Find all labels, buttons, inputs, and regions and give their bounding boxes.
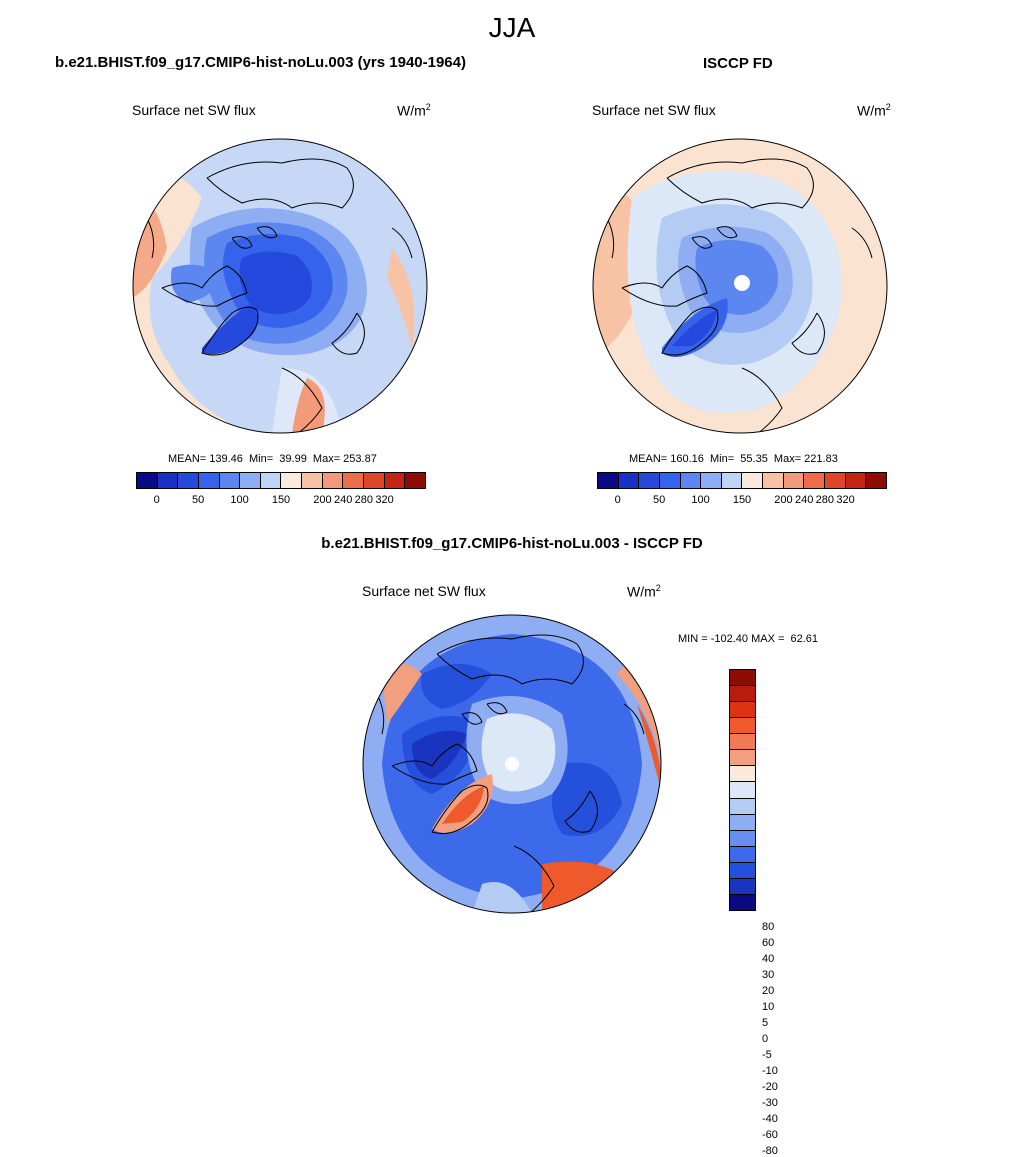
panel-2-colorbar-swatch — [783, 473, 805, 488]
panel-1-colorbar-swatch — [219, 473, 241, 488]
panel-1-colorbar-swatch — [198, 473, 220, 488]
panel-3-colorbar-tick-label: -60 — [762, 1129, 778, 1141]
panel-3-colorbar-swatch — [730, 798, 755, 815]
panel-1-colorbar-swatch — [137, 473, 158, 488]
panel-2-colorbar-tick-label: 100 — [691, 494, 710, 506]
panel-3-colorbar-tick-label: -5 — [762, 1049, 772, 1061]
panel-1-colorbar-swatch — [157, 473, 179, 488]
panel-3-colorbar-tick-label: -40 — [762, 1113, 778, 1125]
panel-3-colorbar: 80 60 40 30 20 10 5 0 -5 -10 -20 -30 -40 -60 -80 — [729, 669, 778, 1157]
panel-1-colorbar-tick-label: 320 — [375, 494, 394, 506]
panel-2-colorbar-tick-label: 200 — [774, 494, 793, 506]
panel-3-colorbar-tick-label: 10 — [762, 1001, 775, 1013]
panel-3-title: b.e21.BHIST.f09_g17.CMIP6-hist-noLu.003 … — [321, 535, 703, 552]
panel-2-colorbar: 0 50 100 150 200 240 280 320 — [597, 472, 887, 508]
season-title: JJA — [488, 12, 536, 43]
panel-1-colorbar-tick-label: 150 — [271, 494, 291, 506]
panel-1-colorbar-swatch — [302, 473, 323, 488]
panel-2-colorbar-swatch — [804, 473, 826, 488]
panel-1-colorbar-swatches — [136, 472, 426, 489]
panel-1-colorbar-swatch — [322, 473, 344, 488]
panel-1-stats: MEAN= 139.46 Min= 39.99 Max= 253.87 — [168, 453, 377, 465]
panel-2-colorbar-swatch — [701, 473, 722, 488]
panel-1-colorbar-tick-label: 200 — [313, 494, 332, 506]
panel-2-colorbar-tick-label: 0 — [614, 494, 621, 506]
panel-3-colorbar-tick-label: 40 — [762, 953, 775, 965]
panel-1-colorbar-swatch — [260, 473, 282, 488]
panel-1-colorbar-tick-label: 240 — [333, 494, 353, 506]
panel-1-title: b.e21.BHIST.f09_g17.CMIP6-hist-noLu.003 … — [55, 54, 466, 71]
panel-1-colorbar-swatch — [364, 473, 385, 488]
panel-3-colorbar-ticks: 80 60 40 30 20 10 5 0 -5 -10 -20 -30 -40 -60 -80 — [762, 911, 789, 1157]
panel-3-colorbar-tick-label: 0 — [762, 1033, 769, 1045]
panel-3-colorbar-swatch — [730, 894, 755, 910]
panel-3-colorbar-tick-label: 60 — [762, 937, 775, 949]
panel-3-colorbar-swatch — [730, 846, 755, 863]
panel-1-colorbar-swatch — [384, 473, 406, 488]
panel-2-colorbar-tick-label: 280 — [815, 494, 835, 506]
panel-3-colorbar-swatch — [730, 830, 755, 847]
panel-2-colorbar-ticks: 0 50 100 150 200 240 280 320 — [597, 494, 887, 508]
panel-1-colorbar: 0 50 100 150 200 240 280 320 — [136, 472, 426, 508]
panel-2-colorbar-tick-label: 240 — [794, 494, 814, 506]
panel-2-colorbar-swatch — [742, 473, 764, 488]
panel-3-colorbar-swatch — [730, 670, 755, 687]
panel-1-colorbar-tick-label: 0 — [153, 494, 160, 506]
panel-3-colorbar-swatch — [730, 782, 755, 799]
panel-3-colorbar-swatch — [730, 878, 755, 895]
panel-3-variable-label: Surface net SW flux — [362, 583, 486, 599]
panel-3-colorbar-swatches — [729, 669, 756, 911]
panel-1-colorbar-tick-label: 100 — [230, 494, 249, 506]
panel-2-stats: MEAN= 160.16 Min= 55.35 Max= 221.83 — [629, 453, 838, 465]
panel-3-stats: MIN = -102.40 MAX = 62.61 — [678, 633, 819, 645]
panel-1-colorbar-swatch — [343, 473, 365, 488]
panel-1-colorbar-ticks: 0 50 100 150 200 240 280 320 — [136, 494, 426, 508]
panel-2-polar-map — [592, 138, 888, 434]
panel-3-units-label: W/m2 — [627, 583, 661, 600]
panel-1-colorbar-swatch — [240, 473, 261, 488]
panel-1-colorbar-tick-label: 280 — [354, 494, 374, 506]
panel-1-colorbar-swatch — [405, 473, 425, 488]
panel-2-colorbar-swatch — [866, 473, 886, 488]
panel-2-colorbar-swatch — [618, 473, 640, 488]
panel-1-colorbar-swatch — [178, 473, 199, 488]
panel-2-colorbar-tick-label: 150 — [732, 494, 752, 506]
panel-3-colorbar-swatch — [730, 702, 755, 719]
panel-3-colorbar-tick-label: -80 — [762, 1145, 778, 1157]
panel-3-colorbar-swatch — [730, 718, 755, 735]
panel-2-colorbar-swatch — [721, 473, 743, 488]
panel-3-colorbar-swatch — [730, 862, 755, 879]
panel-1-variable-label: Surface net SW flux — [132, 102, 256, 118]
panel-2-colorbar-swatch — [639, 473, 660, 488]
panel-3-colorbar-tick-label: 30 — [762, 969, 775, 981]
panel-1-units-label: W/m2 — [397, 102, 431, 119]
panel-3-colorbar-swatch — [730, 686, 755, 703]
panel-2-colorbar-swatch — [825, 473, 846, 488]
panel-2-variable-label: Surface net SW flux — [592, 102, 716, 118]
panel-1-colorbar-swatch — [281, 473, 303, 488]
panel-3-colorbar-tick-label: -20 — [762, 1081, 778, 1093]
panel-3-polar-map — [362, 614, 662, 914]
panel-3-colorbar-tick-label: 20 — [762, 985, 775, 997]
panel-3-colorbar-swatch — [730, 766, 755, 783]
panel-3-colorbar-swatch — [730, 814, 755, 831]
panel-3-colorbar-swatch — [730, 750, 755, 767]
panel-3-colorbar-tick-label: 80 — [762, 921, 775, 933]
panel-3-colorbar-swatch — [730, 734, 755, 751]
panel-2-title: ISCCP FD — [703, 55, 773, 72]
panel-2-colorbar-swatch — [845, 473, 867, 488]
panel-2-units-label: W/m2 — [857, 102, 891, 119]
panel-3-colorbar-tick-label: -10 — [762, 1065, 778, 1077]
panel-2-colorbar-swatches — [597, 472, 887, 489]
panel-2-colorbar-swatch — [763, 473, 784, 488]
panel-2-colorbar-tick-label: 320 — [836, 494, 855, 506]
panel-3-colorbar-tick-label: -30 — [762, 1097, 778, 1109]
panel-1-colorbar-tick-label: 50 — [192, 494, 205, 506]
panel-2-colorbar-swatch — [659, 473, 681, 488]
panel-2-colorbar-tick-label: 50 — [653, 494, 666, 506]
panel-2-colorbar-swatch — [598, 473, 619, 488]
panel-1-polar-map — [132, 138, 428, 434]
panel-2-colorbar-swatch — [680, 473, 702, 488]
panel-3-colorbar-tick-label: 5 — [762, 1017, 769, 1029]
